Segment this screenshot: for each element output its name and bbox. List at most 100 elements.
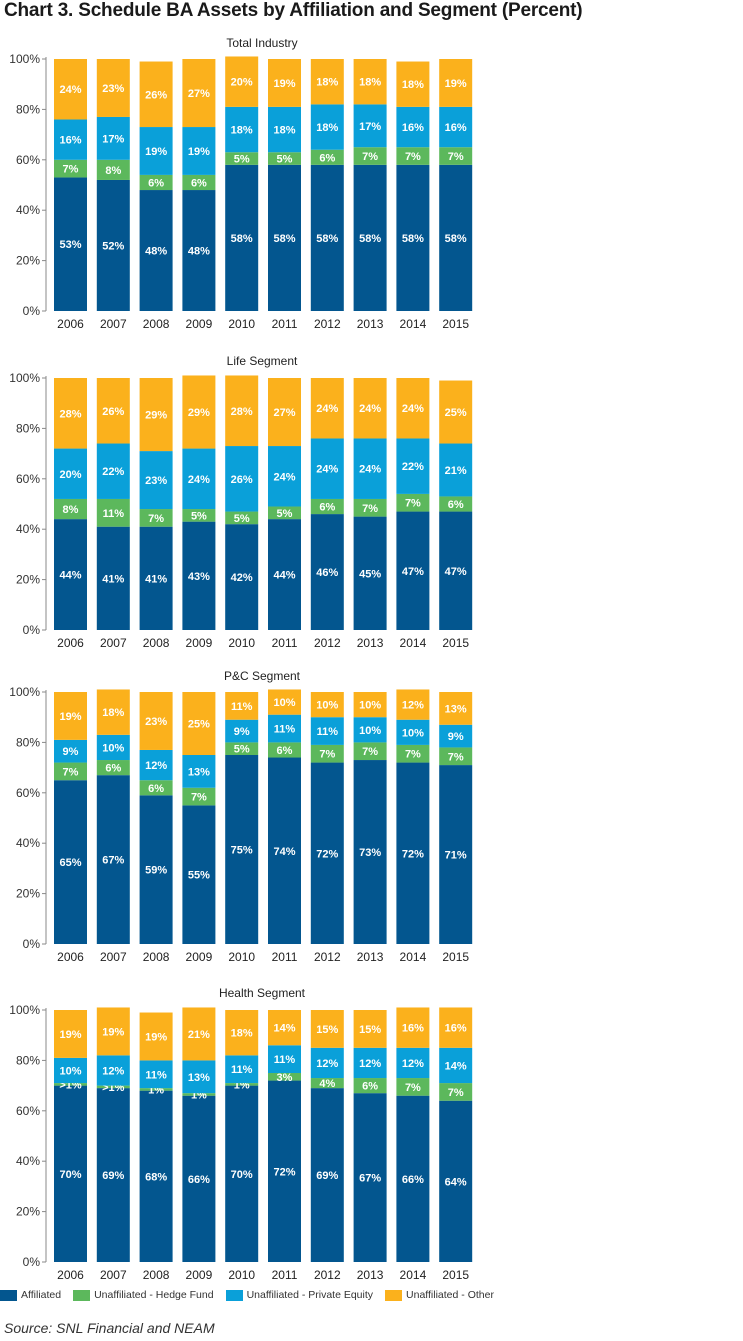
bar-segment-other [225,1010,259,1056]
bar-segment-other [182,375,216,449]
bar-segment-other [182,692,216,755]
x-tick-label: 2007 [100,636,127,650]
data-label: 6% [105,763,121,775]
data-label: 12% [316,1058,338,1070]
data-label: 11% [103,508,125,520]
bar-segment-other [182,59,216,128]
x-tick-label: 2007 [100,950,127,964]
bar-segment-affiliated [310,762,344,944]
data-label: 11% [231,1064,253,1076]
data-label: 23% [145,716,167,728]
bar-segment-private-equity [439,443,473,497]
bar-segment-hedge-fund [439,496,473,512]
data-label: 18% [273,125,295,137]
data-label: 67% [359,1173,381,1185]
bar-segment-private-equity [439,106,473,148]
panel-title: Life Segment [227,354,298,368]
data-label: 72% [402,848,424,860]
data-label: 10% [102,742,124,754]
bar-segment-other [139,1012,173,1061]
data-label: 10% [402,727,424,739]
x-tick-label: 2013 [357,636,384,650]
chart-title: Chart 3. Schedule BA Assets by Affiliati… [4,0,583,21]
bar-segment-affiliated [396,164,430,311]
bar-segment-other [96,1007,130,1056]
bar-segment-other [139,378,173,452]
y-tick-label: 40% [16,522,40,536]
bar-segment-affiliated [268,1080,301,1262]
data-label: 69% [102,1170,124,1182]
data-label: 7% [448,751,464,763]
data-label: 7% [448,1087,464,1099]
data-label: 24% [359,403,381,415]
data-label: 18% [102,707,124,719]
data-label: 18% [359,77,381,89]
data-label: 22% [102,466,124,478]
bar-segment-private-equity [268,714,301,743]
data-label: 11% [274,1054,296,1066]
bar-segment-private-equity [310,1047,344,1079]
data-label: 69% [316,1170,338,1182]
data-label: 45% [359,568,381,580]
bar-segment-other [396,378,430,439]
bar-segment-private-equity [54,1057,87,1084]
y-tick-label: 100% [9,371,40,385]
bar-segment-affiliated [268,519,301,630]
data-label: 12% [402,700,424,712]
bar-segment-affiliated [439,1100,473,1262]
bar-segment-hedge-fund [268,152,301,165]
x-tick-label: 2015 [442,636,469,650]
bar-segment-hedge-fund [439,147,473,165]
data-label: 66% [402,1174,424,1186]
data-label: 20% [59,469,81,481]
data-label: 10% [59,1065,81,1077]
bar-segment-other [396,689,430,720]
bar-segment-affiliated [54,1085,87,1262]
data-label: 44% [59,570,81,582]
y-tick-label: 40% [16,836,40,850]
data-label: 19% [145,146,167,158]
x-tick-label: 2012 [314,636,341,650]
bar-segment-other [225,692,259,720]
bar-segment-affiliated [353,164,387,311]
data-label: 11% [317,726,339,738]
data-label: 12% [145,760,167,772]
bar-segment-affiliated [225,164,259,311]
bar-segment-hedge-fund [268,1073,301,1081]
panel-title: Health Segment [219,986,306,1000]
data-label: 17% [359,121,381,133]
data-label: 72% [273,1166,295,1178]
bar-segment-hedge-fund [54,762,87,781]
data-label: 68% [145,1171,167,1183]
bar-segment-affiliated [268,164,301,311]
x-tick-label: 2015 [442,1268,469,1282]
data-label: 15% [316,1024,338,1036]
data-label: 8% [105,165,121,177]
data-label: 23% [145,475,167,487]
data-label: 12% [102,1065,124,1077]
x-tick-label: 2013 [357,1268,384,1282]
bar-segment-hedge-fund [96,498,130,527]
x-tick-label: 2011 [272,1268,298,1282]
data-label: 6% [448,499,464,511]
data-label: 14% [273,1023,295,1035]
data-label: 7% [405,151,421,163]
bar-segment-other [310,378,344,439]
y-tick-label: 40% [16,203,40,217]
data-label: 59% [145,865,167,877]
bar-segment-private-equity [268,106,301,153]
data-label: 64% [445,1176,467,1188]
bar-segment-affiliated [54,177,87,311]
bar-segment-private-equity [310,717,344,745]
data-label: 58% [231,233,253,245]
y-tick-label: 100% [9,1003,40,1017]
x-tick-label: 2008 [143,1268,170,1282]
data-label: 10% [316,700,338,712]
data-label: 7% [405,498,421,510]
data-label: 13% [445,703,467,715]
bar-segment-affiliated [310,514,344,630]
y-tick-label: 80% [16,102,40,116]
bar-segment-other [182,1007,216,1061]
data-label: 28% [59,408,81,420]
bar-segment-hedge-fund [96,1085,130,1089]
